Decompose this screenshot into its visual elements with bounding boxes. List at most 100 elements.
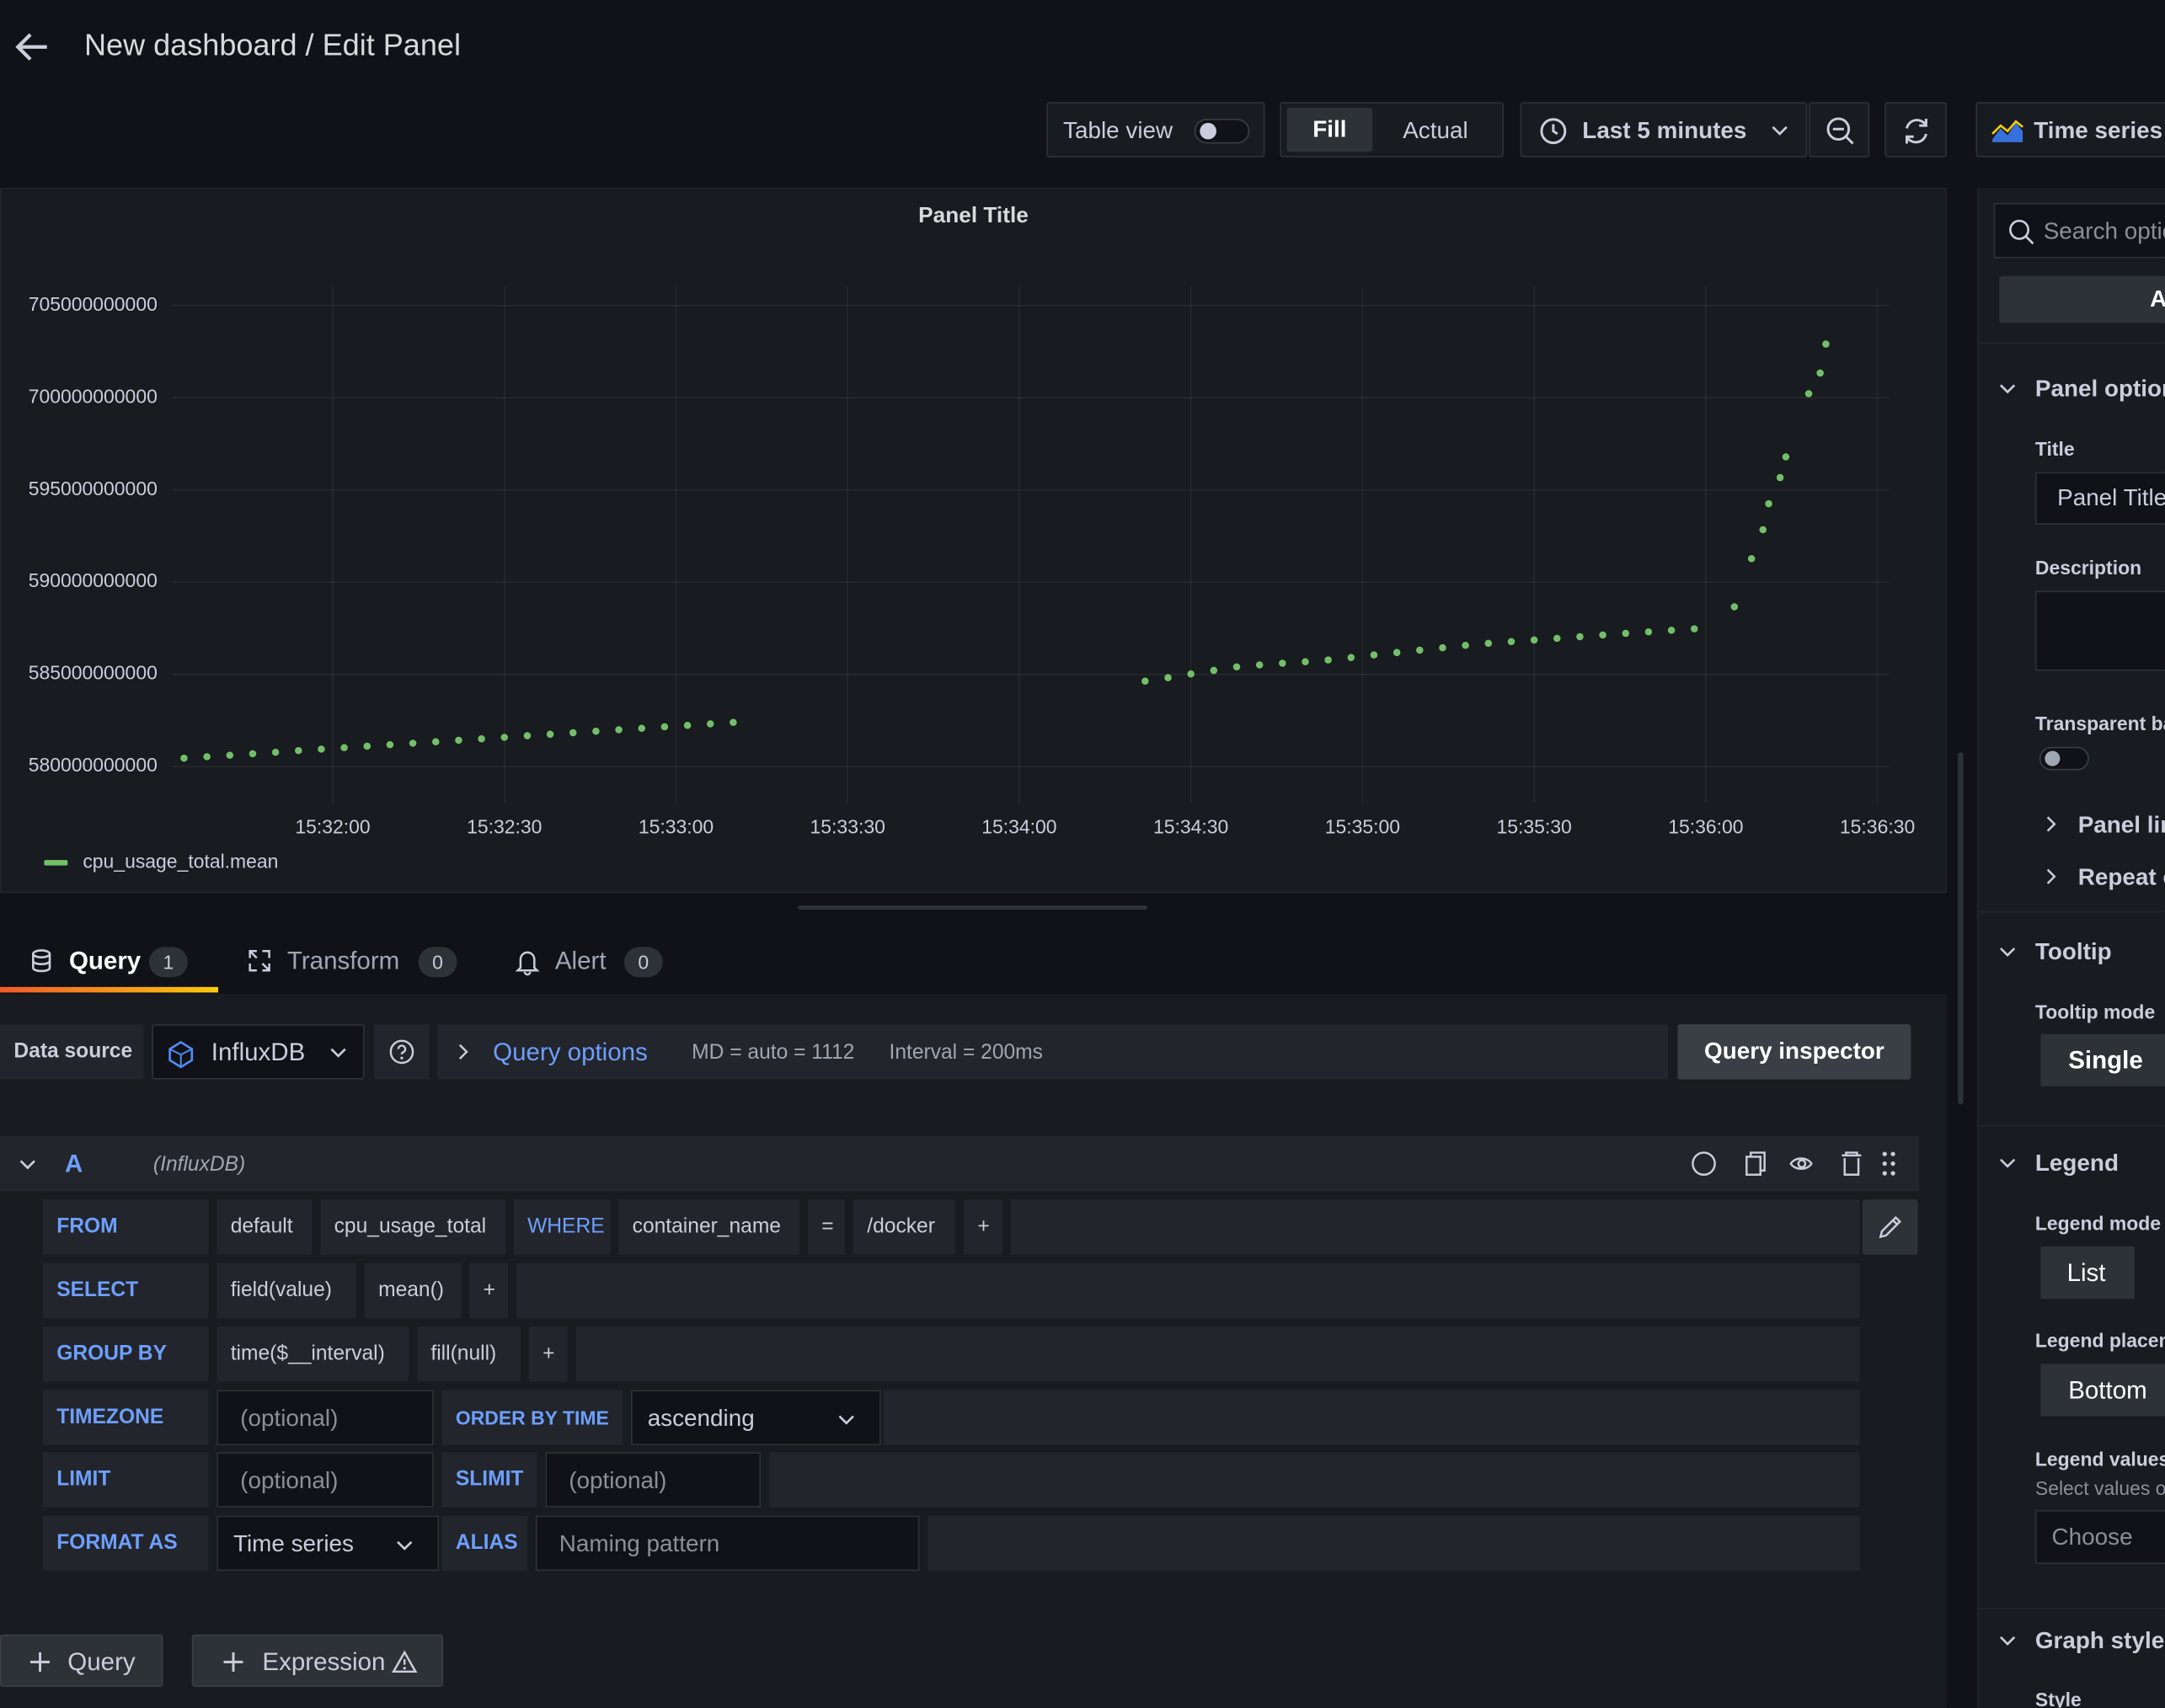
tab-label[interactable]: Alert: [554, 947, 607, 975]
chevron: [2046, 816, 2056, 832]
add-expression-label: Expression: [262, 1647, 386, 1676]
point: [660, 723, 669, 731]
chart: Panel Title 705000000000 700000000000 5950…: [29, 202, 1915, 872]
scrollbar[interactable]: [1958, 752, 1964, 1105]
query-part[interactable]: =: [807, 1199, 846, 1255]
title-input[interactable]: Panel Title: [2034, 472, 2165, 525]
x-tick-label: 15:33:00: [639, 815, 714, 837]
help-button[interactable]: [374, 1024, 430, 1080]
zoom-out[interactable]: [1809, 102, 1870, 157]
legend-values-input[interactable]: Choose: [2034, 1510, 2165, 1564]
point: [1765, 499, 1772, 508]
alias-input[interactable]: Naming pattern: [535, 1515, 920, 1572]
search-input[interactable]: Search options: [1993, 202, 2165, 259]
edit-raw-button[interactable]: [1863, 1199, 1918, 1255]
subsection-title[interactable]: Panel links: [2077, 811, 2165, 838]
actual-button[interactable]: Actual: [1403, 117, 1468, 144]
add-button[interactable]: +: [528, 1326, 568, 1382]
limit-input[interactable]: (optional): [216, 1452, 434, 1508]
query-part[interactable]: default: [216, 1199, 313, 1255]
chevron: [330, 1048, 346, 1058]
query-keyword: ORDER BY TIME: [441, 1390, 623, 1446]
row-filler: [516, 1262, 1860, 1319]
query-keyword: ALIAS: [441, 1515, 528, 1572]
field-label: Tooltip mode: [2034, 1001, 2156, 1023]
order-select[interactable]: ascending: [631, 1390, 881, 1446]
point: [386, 741, 394, 749]
collapse-chevron[interactable]: [18, 1156, 37, 1173]
format-select[interactable]: Time series: [216, 1515, 440, 1572]
table-view-toggle[interactable]: Table view: [1046, 102, 1265, 157]
query-actions[interactable]: [1690, 1150, 1911, 1177]
field-label: Legend placement: [2034, 1329, 2165, 1352]
add-query-button[interactable]: Query: [0, 1634, 163, 1687]
query-inspector-button[interactable]: Query inspector: [1677, 1024, 1911, 1080]
tab-count: 0: [623, 947, 663, 978]
point: [1416, 646, 1424, 654]
query-part[interactable]: time($__interval): [216, 1326, 409, 1382]
data-source-picker[interactable]: InfluxDB: [152, 1024, 365, 1080]
slimit-input[interactable]: (optional): [545, 1452, 762, 1508]
add-button[interactable]: +: [469, 1262, 509, 1319]
row-filler: [768, 1452, 1860, 1508]
divider: [1978, 1124, 2165, 1127]
back-arrow[interactable]: [11, 28, 52, 67]
divider: [1978, 1608, 2165, 1610]
query-part[interactable]: field(value): [216, 1262, 356, 1319]
interval: Interval = 200ms: [889, 1040, 1043, 1065]
point: [180, 755, 188, 762]
section-title[interactable]: Tooltip: [2034, 938, 2112, 965]
fill-button[interactable]: Fill: [1286, 107, 1373, 152]
toggle-knob: [2045, 750, 2061, 766]
row-filler: [575, 1326, 1860, 1382]
visualization-picker[interactable]: Time series: [1975, 102, 2165, 157]
tab-count: 1: [149, 947, 188, 978]
point: [683, 722, 692, 729]
field-hint: Select values or calculations to show in…: [2034, 1476, 2165, 1499]
legend-placement[interactable]: Bottom: [2040, 1364, 2165, 1417]
splitter[interactable]: [798, 905, 1148, 910]
tab-label[interactable]: Query: [68, 947, 142, 975]
subsection-title[interactable]: Repeat options: [2077, 864, 2165, 891]
field-label: Style: [2034, 1688, 2082, 1708]
query-ref[interactable]: A: [65, 1150, 83, 1178]
row-filler: [1010, 1199, 1860, 1255]
query-part[interactable]: mean(): [364, 1262, 462, 1319]
tooltip-mode[interactable]: Single: [2040, 1033, 2165, 1086]
refresh[interactable]: [1884, 102, 1947, 157]
table-view-label: Table view: [1063, 117, 1173, 144]
options-tab[interactable]: All: [1999, 275, 2165, 323]
time-picker[interactable]: Last 5 minutes: [1520, 102, 1808, 157]
plus-icon: [223, 1652, 243, 1672]
row-label: FORMAT AS: [42, 1515, 209, 1572]
section-title[interactable]: Graph styles: [2034, 1627, 2165, 1654]
query-keyword: SLIMIT: [441, 1452, 537, 1508]
point: [615, 726, 623, 734]
row-label: TIMEZONE: [42, 1390, 209, 1446]
visualization-name: Time series: [2034, 117, 2163, 144]
section-title[interactable]: Legend: [2034, 1150, 2119, 1177]
query-part[interactable]: /docker: [853, 1199, 956, 1255]
add-button[interactable]: +: [964, 1199, 1002, 1255]
description-input[interactable]: [2034, 590, 2165, 671]
section-title[interactable]: Panel options: [2034, 375, 2165, 402]
query-part[interactable]: cpu_usage_total: [320, 1199, 505, 1255]
y-tick-label: 590000000000: [29, 569, 158, 591]
timezone-input[interactable]: (optional): [216, 1390, 434, 1446]
legend-mode[interactable]: List: [2040, 1246, 2135, 1300]
point: [226, 751, 234, 760]
warning-icon: [391, 1650, 418, 1673]
transform-icon: [249, 950, 270, 972]
point: [1782, 453, 1790, 461]
query-options[interactable]: Query options MD = auto = 1112 Interval …: [437, 1024, 1668, 1080]
divider: [1978, 342, 2165, 344]
chevron: [2046, 868, 2056, 884]
query-part[interactable]: container_name: [618, 1199, 799, 1255]
point: [1599, 631, 1606, 639]
transparent-toggle[interactable]: [2039, 746, 2089, 771]
query-part[interactable]: fill(null): [416, 1326, 521, 1382]
y-tick-label: 580000000000: [29, 754, 158, 776]
tab-label[interactable]: Transform: [286, 947, 400, 975]
field-label: Legend mode: [2034, 1212, 2162, 1235]
add-expression-button[interactable]: Expression: [191, 1634, 444, 1687]
